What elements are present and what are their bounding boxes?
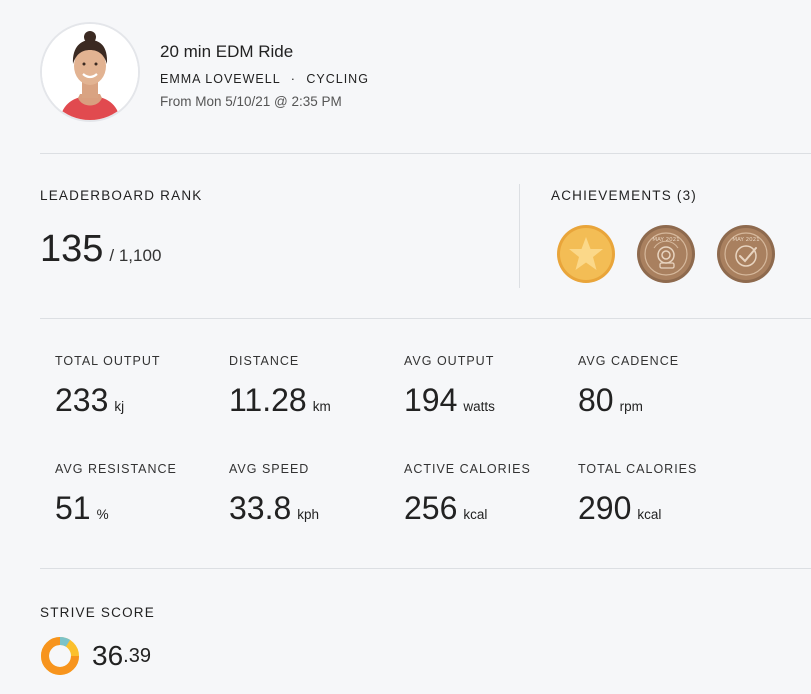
- metric-value: 256: [404, 490, 458, 526]
- metric-label: AVG OUTPUT: [404, 354, 495, 368]
- separator-dot: ·: [290, 72, 296, 86]
- metric-value: 233: [55, 382, 109, 418]
- metric-value: 51: [55, 490, 91, 526]
- discipline-label: CYCLING: [306, 72, 369, 86]
- metric-unit: kcal: [637, 507, 662, 522]
- metric-unit: kj: [114, 399, 125, 414]
- metric-value: 290: [578, 490, 632, 526]
- divider: [40, 153, 811, 154]
- metric-label: TOTAL CALORIES: [578, 462, 698, 476]
- instructor-name[interactable]: EMMA LOVEWELL: [160, 72, 281, 86]
- metric-unit: watts: [463, 399, 495, 414]
- badge-may-2021-text: MAY 2021: [732, 237, 759, 243]
- metric-label: AVG RESISTANCE: [55, 462, 177, 476]
- divider: [40, 318, 811, 319]
- badge-may-2021-text: MAY 2021: [652, 237, 679, 243]
- strive-score-ring-icon: [41, 636, 79, 675]
- metric-total-output: TOTAL OUTPUT 233 kj: [55, 354, 225, 419]
- metric-value: 80: [578, 382, 614, 418]
- may-2021-challenge-badge-icon[interactable]: MAY 2021: [636, 224, 696, 284]
- workout-date: From Mon 5/10/21 @ 2:35 PM: [160, 94, 342, 109]
- strive-score-label: STRIVE SCORE: [40, 605, 155, 620]
- metric-label: DISTANCE: [229, 354, 300, 368]
- instructor-line: EMMA LOVEWELL · CYCLING: [160, 72, 369, 86]
- strive-score-whole: 36: [92, 640, 124, 671]
- strive-score[interactable]: 36.39: [40, 636, 151, 676]
- metric-avg-output: AVG OUTPUT 194 watts: [404, 354, 574, 419]
- leaderboard-rank-label: LEADERBOARD RANK: [40, 188, 203, 203]
- gold-star-badge-icon[interactable]: [556, 224, 616, 284]
- instructor-portrait-icon: [42, 24, 138, 120]
- metric-distance: DISTANCE 11.28 km: [229, 354, 399, 419]
- metric-label: AVG SPEED: [229, 462, 310, 476]
- metric-avg-cadence: AVG CADENCE 80 rpm: [578, 354, 748, 419]
- metric-label: ACTIVE CALORIES: [404, 462, 531, 476]
- instructor-avatar[interactable]: [40, 22, 140, 122]
- metric-unit: %: [96, 507, 109, 522]
- metric-avg-resistance: AVG RESISTANCE 51%: [55, 462, 225, 527]
- metric-value: 194: [404, 382, 458, 418]
- metric-value: 33.8: [229, 490, 292, 526]
- metric-total-calories: TOTAL CALORIES 290 kcal: [578, 462, 748, 527]
- may-2021-check-badge-icon[interactable]: MAY 2021: [716, 224, 776, 284]
- metric-label: TOTAL OUTPUT: [55, 354, 161, 368]
- rank-number: 135: [40, 228, 104, 270]
- vertical-divider: [519, 184, 520, 288]
- metric-unit: kph: [297, 507, 320, 522]
- achievements-label: ACHIEVEMENTS (3): [551, 188, 697, 203]
- metric-unit: rpm: [619, 399, 643, 414]
- leaderboard-rank-value: 135 / 1,100: [40, 228, 161, 271]
- metric-active-calories: ACTIVE CALORIES 256 kcal: [404, 462, 574, 527]
- strive-score-decimal: .39: [123, 644, 151, 667]
- workout-header: 20 min EDM Ride EMMA LOVEWELL · CYCLING …: [40, 22, 800, 122]
- metric-value: 11.28: [229, 382, 307, 418]
- rank-total: / 1,100: [109, 246, 162, 265]
- achievement-badges: MAY 2021 MAY 2021: [556, 224, 776, 284]
- metric-unit: km: [312, 399, 331, 414]
- metric-unit: kcal: [463, 507, 488, 522]
- divider: [40, 568, 811, 569]
- metric-avg-speed: AVG SPEED 33.8 kph: [229, 462, 399, 527]
- metric-label: AVG CADENCE: [578, 354, 680, 368]
- class-title[interactable]: 20 min EDM Ride: [160, 42, 294, 61]
